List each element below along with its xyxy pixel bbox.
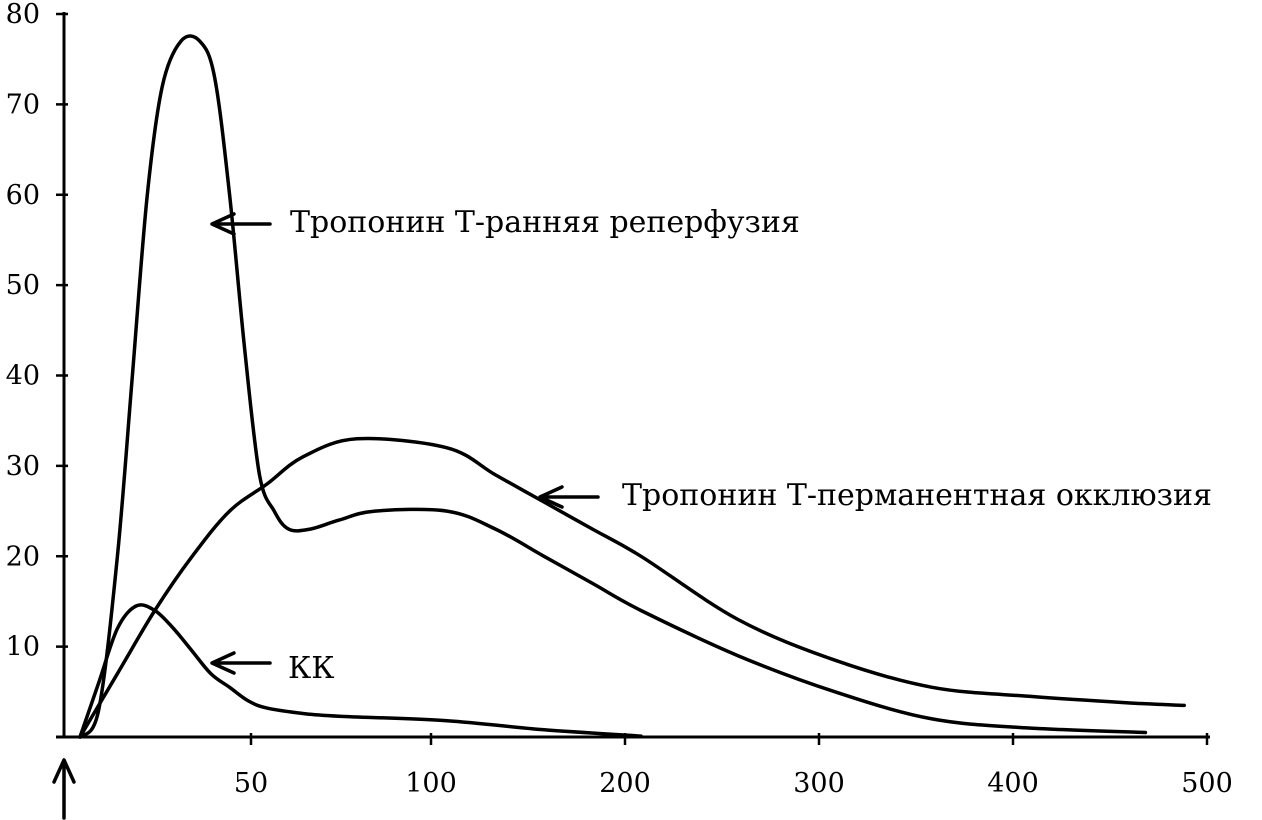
annotation-arrow-early-reperfusion — [210, 212, 272, 236]
curve-kk — [78, 603, 643, 739]
y-tick-label: 30 — [6, 451, 40, 482]
series-curves — [78, 34, 1186, 739]
x-tick-label: 50 — [234, 768, 268, 799]
start-marker-arrow-icon — [52, 758, 76, 820]
y-tick-label: 60 — [6, 180, 40, 211]
y-ticks: 10 20 30 40 50 60 70 80 — [6, 0, 68, 663]
x-tick-label: 400 — [987, 768, 1039, 799]
axes — [56, 12, 1210, 739]
curve-troponin-early-reperfusion — [78, 34, 1148, 739]
y-tick-label: 70 — [6, 89, 40, 120]
y-tick-label: 20 — [6, 541, 40, 572]
annotation-label-early-reperfusion: Тропонин Т-ранняя реперфузия — [290, 205, 800, 240]
annotation-label-permanent-occlusion: Тропонин Т-перманентная окклюзия — [622, 478, 1212, 513]
annotation-kk: КК — [210, 651, 334, 686]
annotation-early-reperfusion: Тропонин Т-ранняя реперфузия — [210, 205, 800, 240]
annotation-arrow-permanent-occlusion — [538, 485, 600, 509]
x-tick-label: 300 — [793, 768, 845, 799]
curve-troponin-permanent-occlusion — [78, 436, 1186, 739]
annotation-permanent-occlusion: Тропонин Т-перманентная окклюзия — [538, 478, 1212, 513]
annotation-label-kk: КК — [288, 651, 334, 686]
y-tick-label: 10 — [6, 632, 40, 663]
annotation-arrow-kk — [210, 651, 272, 675]
y-tick-label: 40 — [6, 361, 40, 392]
x-tick-label: 100 — [405, 768, 457, 799]
y-tick-label: 50 — [6, 270, 40, 301]
x-tick-label: 500 — [1181, 768, 1233, 799]
x-ticks: 50 100 200 300 400 500 — [234, 733, 1233, 799]
y-tick-label: 80 — [6, 0, 40, 30]
x-tick-label: 200 — [599, 768, 651, 799]
